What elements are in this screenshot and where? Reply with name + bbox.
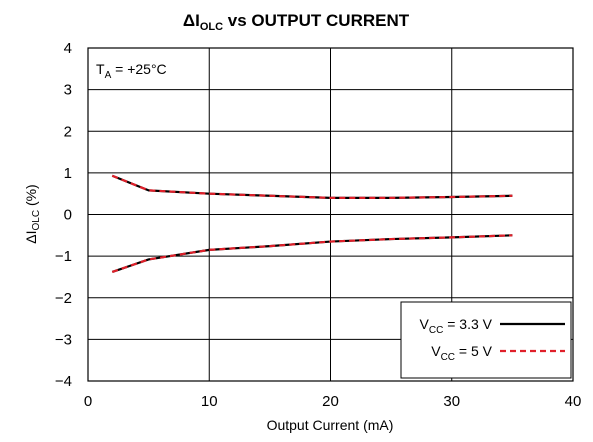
y-tick-label-8: −4 (55, 373, 72, 390)
x-tick-label-3: 30 (443, 393, 460, 410)
y-tick-labels: 4 3 2 1 0 −1 −2 −3 −4 (55, 40, 72, 390)
y-tick-label-6: −2 (55, 290, 72, 307)
plot-frame (87, 47, 574, 382)
x-tick-label-4: 40 (565, 393, 582, 410)
legend-box (400, 301, 572, 379)
y-tick-label-2: 2 (64, 123, 72, 140)
x-axis-label: Output Current (mA) (267, 417, 394, 433)
chart-title: ΔIOLC vs OUTPUT CURRENT (183, 11, 410, 33)
series-line-1-branch-0 (111, 174, 513, 199)
y-tick-label-4: 0 (64, 207, 72, 224)
y-tick-label-5: −1 (55, 248, 72, 265)
x-tick-label-0: 0 (84, 393, 92, 410)
y-tick-label-3: 1 (64, 165, 72, 182)
series-lines (111, 174, 513, 273)
series-line-1-branch-1 (111, 234, 513, 273)
y-tick-label-1: 3 (64, 82, 72, 99)
y-axis-label: ΔIOLC (%) (23, 184, 42, 243)
y-tick-label-0: 4 (64, 40, 72, 57)
temperature-annotation: TA = +25°C (96, 61, 167, 81)
legend-label-vcc-3v3: VCC = 3.3 V (420, 316, 493, 336)
legend-label-vcc-5v: VCC = 5 V (431, 343, 492, 363)
x-tick-label-1: 10 (201, 393, 218, 410)
x-tick-labels: 0 10 20 30 40 (84, 393, 582, 410)
x-tick-label-2: 20 (322, 393, 339, 410)
y-tick-label-7: −3 (55, 331, 72, 348)
legend: VCC = 3.3 V VCC = 5 V (400, 301, 572, 379)
